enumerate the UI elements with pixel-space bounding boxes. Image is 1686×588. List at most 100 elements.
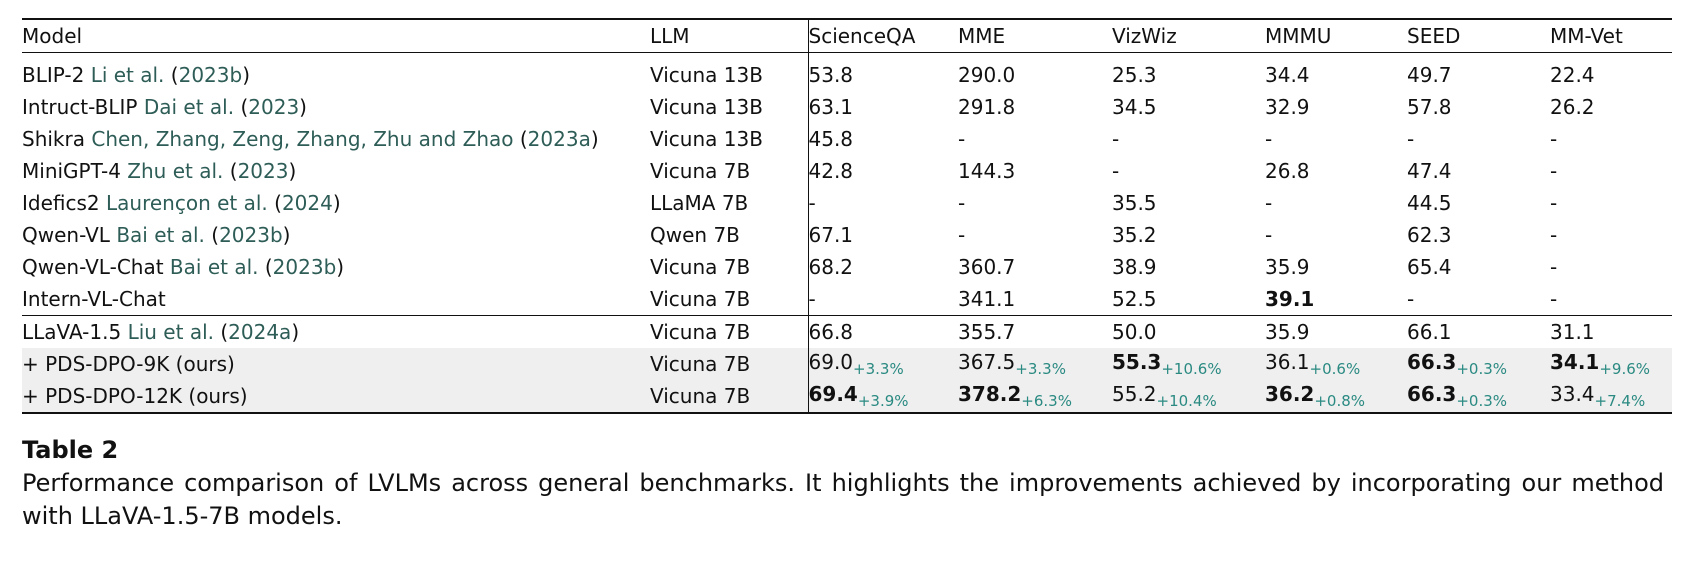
score-cell: - [1550,187,1672,219]
model-name: + PDS-DPO-9K (ours) [22,352,235,376]
score-value: 65.4 [1407,255,1452,279]
score-value: - [958,191,966,215]
model-cell: Intern-VL-Chat [22,283,650,316]
llm-name: Vicuna 7B [650,384,751,408]
model-name: + PDS-DPO-12K (ours) [22,384,248,408]
score-cell: - [1550,123,1672,155]
score-cell: 39.1 [1265,283,1407,316]
score-gain: +9.6% [1599,360,1651,378]
score-value: 355.7 [958,320,1016,344]
score-value: 367.5 [958,350,1016,374]
score-cell: 378.2+6.3% [958,380,1112,413]
score-value: 47.4 [1407,159,1452,183]
citation-authors: Li et al. [90,63,165,87]
score-cell: 68.2 [808,251,958,283]
llm-name: Vicuna 13B [650,63,763,87]
score-value: 69.0 [808,350,854,374]
score-cell: 35.9 [1265,316,1407,349]
score-cell: 65.4 [1407,251,1550,283]
score-value: 55.2 [1112,382,1157,406]
score-cell: - [1550,219,1672,251]
score-value: 44.5 [1407,191,1452,215]
llm-cell: Vicuna 7B [650,155,809,187]
model-cell: + PDS-DPO-9K (ours) [22,348,650,380]
score-cell: 34.1+9.6% [1550,348,1672,380]
score-cell: 47.4 [1407,155,1550,187]
score-value: 341.1 [958,287,1016,311]
score-value: 36.1 [1265,350,1310,374]
score-cell: 55.3+10.6% [1112,348,1265,380]
score-cell: - [958,123,1112,155]
score-gain: +10.4% [1156,392,1217,410]
score-cell: 36.2+0.8% [1265,380,1407,413]
score-value: - [1265,127,1273,151]
model-cell: MiniGPT-4 Zhu et al. (2023) [22,155,650,187]
score-value: - [808,191,816,215]
model-name: Intruct-BLIP [22,95,138,119]
score-value: 31.1 [1550,320,1595,344]
score-cell: 63.1 [808,91,958,123]
score-value: 50.0 [1112,320,1157,344]
score-value: 39.1 [1265,287,1315,311]
score-value: 33.4 [1550,382,1595,406]
score-cell: 367.5+3.3% [958,348,1112,380]
caption-label: Table 2 [22,436,119,464]
score-cell: - [958,187,1112,219]
score-value: 35.5 [1112,191,1157,215]
score-value: 22.4 [1550,63,1595,87]
results-table: Model LLM ScienceQA MME VizWiz MMMU SEED… [22,18,1672,414]
score-value: 144.3 [958,159,1016,183]
citation-authors: Zhu et al. [127,159,224,183]
header-mm-vet: MM-Vet [1550,24,1623,48]
score-value: 25.3 [1112,63,1157,87]
score-value: 26.8 [1265,159,1310,183]
score-value: 52.5 [1112,287,1157,311]
header-mmmu: MMMU [1265,24,1332,48]
score-value: 55.3 [1112,350,1162,374]
score-cell: 66.8 [808,316,958,349]
score-value: - [1550,191,1558,215]
citation-paren: ) [291,320,300,344]
table-row: MiniGPT-4 Zhu et al. (2023) Vicuna 7B 42.8… [22,155,1672,187]
citation-year: 2023b [219,223,283,247]
score-value: 69.4 [808,382,858,406]
score-cell: 42.8 [808,155,958,187]
llm-cell: Vicuna 7B [650,380,809,413]
header-mme: MME [958,24,1006,48]
model-name: Idefics2 [22,191,100,215]
score-cell: - [1112,123,1265,155]
citation-paren: ( [240,95,249,119]
score-cell: 291.8 [958,91,1112,123]
baseline-rows: BLIP-2 Li et al. (2023b) Vicuna 13B 53.8 29… [22,52,1672,316]
score-value: 32.9 [1265,95,1310,119]
model-cell: BLIP-2 Li et al. (2023b) [22,53,650,92]
score-cell: 53.8 [808,53,958,92]
score-value: 42.8 [808,159,854,183]
model-name: MiniGPT-4 [22,159,121,183]
score-cell: 57.8 [1407,91,1550,123]
table-row: Intruct-BLIP Dai et al. (2023) Vicuna 13B… [22,91,1672,123]
header-scienceqa: ScienceQA [808,24,916,48]
score-value: 35.9 [1265,255,1310,279]
score-cell: 38.9 [1112,251,1265,283]
score-cell: - [1265,219,1407,251]
score-value: 49.7 [1407,63,1452,87]
table-row: Idefics2 Laurençon et al. (2024) LLaMA 7B… [22,187,1672,219]
citation-authors: Dai et al. [143,95,235,119]
llm-cell: Vicuna 13B [650,52,809,91]
citation-paren: ( [519,127,528,151]
citation-authors: Liu et al. [127,320,214,344]
llm-name: Qwen 7B [650,223,740,247]
score-value: 67.1 [808,223,854,247]
score-cell: - [1407,123,1550,155]
score-cell: 62.3 [1407,219,1550,251]
score-value: 57.8 [1407,95,1452,119]
score-cell: 22.4 [1550,53,1672,92]
score-cell: - [1112,155,1265,187]
score-value: 290.0 [958,63,1016,87]
score-cell: 69.4+3.9% [808,380,958,413]
table-row: + PDS-DPO-9K (ours) Vicuna 7B 69.0+3.3% 367… [22,348,1672,380]
model-name: LLaVA-1.5 [22,320,122,344]
llm-cell: LLaMA 7B [650,187,809,219]
score-cell: 36.1+0.6% [1265,348,1407,380]
